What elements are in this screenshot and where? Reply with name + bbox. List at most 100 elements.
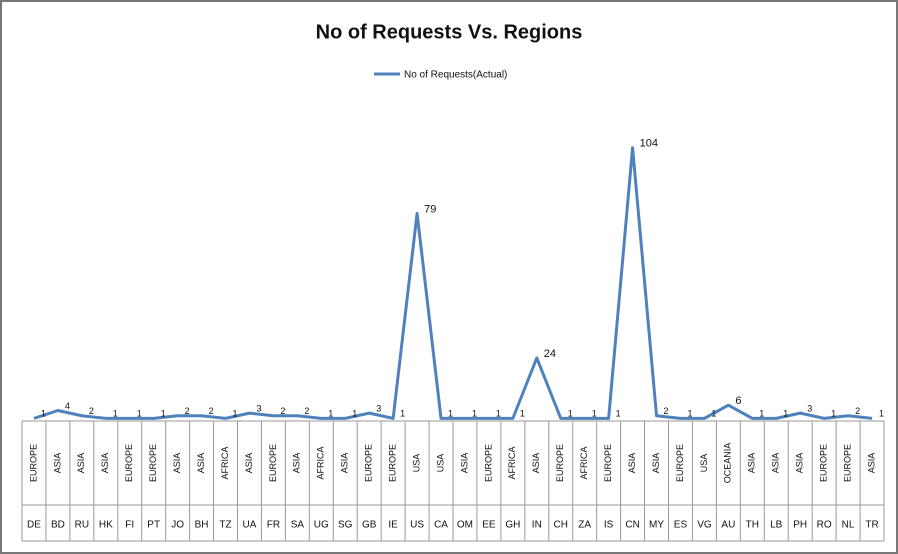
data-label: 1 (137, 409, 142, 419)
x-tick-label: DE (27, 520, 41, 531)
region-label: EUROPE (148, 444, 158, 482)
region-label: EUROPE (268, 444, 278, 482)
data-label: 2 (89, 406, 94, 416)
region-label: EUROPE (842, 444, 852, 482)
region-label: ASIA (531, 453, 541, 474)
data-label: 1 (592, 409, 597, 419)
x-tick-label: RU (75, 520, 89, 531)
x-tick-label: ZA (578, 520, 591, 531)
region-label: ASIA (627, 453, 637, 474)
region-label: ASIA (244, 453, 254, 474)
region-label: AFRICA (220, 446, 230, 479)
x-tick-label: AU (721, 520, 735, 531)
region-label: ASIA (795, 453, 805, 474)
x-tick-label: FR (267, 520, 280, 531)
data-label: 1 (520, 409, 525, 419)
x-tick-label: PT (147, 520, 160, 531)
x-tick-label: CA (434, 520, 448, 531)
data-label: 1 (879, 409, 884, 419)
data-label: 1 (472, 409, 477, 419)
data-label: 1 (233, 409, 238, 419)
region-label: ASIA (52, 453, 62, 474)
region-label: USA (435, 454, 445, 473)
x-tick-label: SA (291, 520, 305, 531)
data-label: 1 (616, 409, 621, 419)
x-tick-label: IN (532, 520, 542, 531)
data-label: 1 (328, 409, 333, 419)
region-label: EUROPE (819, 444, 829, 482)
region-label: EUROPE (675, 444, 685, 482)
region-label: ASIA (172, 453, 182, 474)
x-tick-label: IE (388, 520, 398, 531)
x-tick-label: US (410, 520, 424, 531)
region-label: AFRICA (507, 446, 517, 479)
x-tick-label: IS (604, 520, 614, 531)
region-label: EUROPE (603, 444, 613, 482)
x-tick-label: JO (171, 520, 184, 531)
region-label: EUROPE (124, 444, 134, 482)
region-label: OCEANIA (723, 443, 733, 484)
x-tick-label: SG (338, 520, 353, 531)
region-label: AFRICA (579, 446, 589, 479)
data-label: 2 (280, 406, 285, 416)
x-tick-label: BD (51, 520, 65, 531)
data-label: 79 (424, 203, 436, 215)
x-tick-label: GH (505, 520, 520, 531)
data-label: 2 (304, 406, 309, 416)
region-label: ASIA (866, 453, 876, 474)
x-tick-label: VG (697, 520, 712, 531)
region-label: AFRICA (316, 446, 326, 479)
data-label: 1 (41, 409, 46, 419)
x-tick-label: BH (195, 520, 209, 531)
data-label: 24 (544, 348, 556, 360)
x-tick-label: ES (674, 520, 688, 531)
data-label: 1 (113, 409, 118, 419)
line (33, 146, 873, 420)
x-tick-label: UG (314, 520, 329, 531)
region-label: EUROPE (483, 444, 493, 482)
x-tick-label: OM (457, 520, 473, 531)
x-tick-label: TR (865, 520, 878, 531)
region-label: ASIA (651, 453, 661, 474)
region-label: ASIA (459, 453, 469, 474)
region-label: EUROPE (364, 444, 374, 482)
data-label: 1 (759, 409, 764, 419)
region-label: EUROPE (388, 444, 398, 482)
data-label: 1 (161, 409, 166, 419)
data-label: 1 (448, 409, 453, 419)
x-tick-label: EE (482, 520, 496, 531)
data-label: 1 (711, 409, 716, 419)
region-label: ASIA (100, 453, 110, 474)
region-label: ASIA (76, 453, 86, 474)
region-label: ASIA (292, 453, 302, 474)
region-label: USA (411, 454, 421, 473)
x-tick-label: NL (842, 520, 855, 531)
data-label: 1 (568, 409, 573, 419)
x-tick-label: GB (362, 520, 377, 531)
data-label: 2 (209, 406, 214, 416)
data-label: 2 (855, 406, 860, 416)
chart-title: No of Requests Vs. Regions (316, 21, 583, 43)
region-label: USA (699, 454, 709, 473)
data-label: 2 (664, 406, 669, 416)
region-label: EUROPE (28, 444, 38, 482)
region-label: ASIA (340, 453, 350, 474)
x-tick-label: CN (625, 520, 639, 531)
data-label: 3 (807, 403, 812, 413)
data-label: 6 (735, 395, 741, 407)
x-tick-label: FI (125, 520, 134, 531)
data-label: 1 (783, 409, 788, 419)
legend-label: No of Requests(Actual) (404, 70, 507, 81)
region-label: ASIA (747, 453, 757, 474)
x-tick-label: PH (793, 520, 807, 531)
x-tick-label: HK (99, 520, 113, 531)
data-label: 1 (400, 409, 405, 419)
data-label: 2 (185, 406, 190, 416)
data-label: 1 (352, 409, 357, 419)
x-tick-label: CH (554, 520, 568, 531)
data-label: 4 (65, 401, 70, 411)
region-label: ASIA (771, 453, 781, 474)
x-tick-label: TH (746, 520, 759, 531)
